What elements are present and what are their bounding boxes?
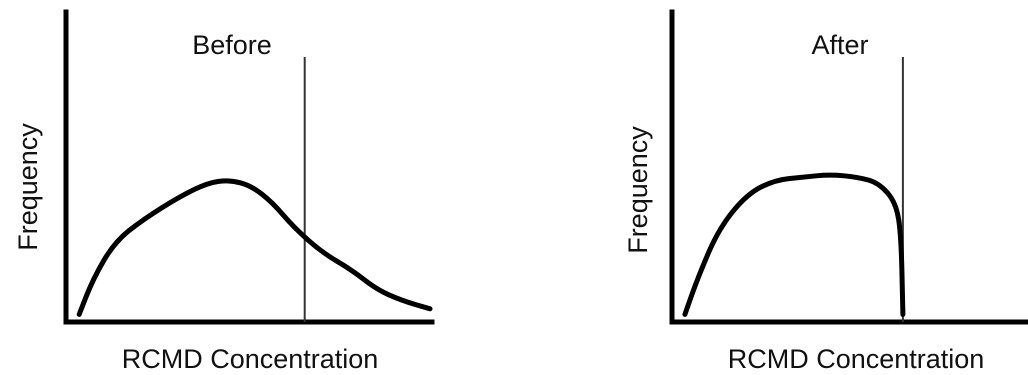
- chart-title-after: After: [811, 30, 868, 60]
- y-axis-label-before: Frequency: [13, 123, 43, 251]
- x-axis-label-before: RCMD Concentration: [122, 344, 379, 374]
- x-axis-label-after: RCMD Concentration: [728, 344, 985, 374]
- frequency-curve-before: [76, 178, 433, 317]
- y-axis-label-after: Frequency: [623, 126, 653, 254]
- chart-before: Before Frequency RCMD Concentration: [13, 9, 435, 374]
- chart-after: After Frequency RCMD Concentration: [623, 9, 1028, 374]
- frequency-curve-after: [682, 172, 906, 317]
- chart-title-before: Before: [192, 30, 272, 60]
